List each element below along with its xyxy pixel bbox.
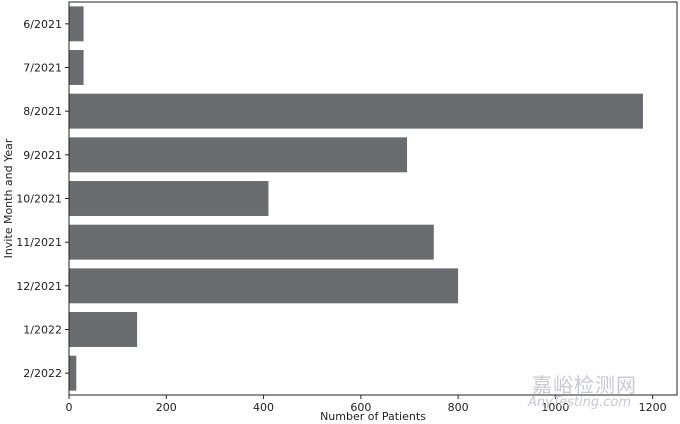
y-tick-label: 6/2021 [23, 18, 62, 31]
bar-12-2021 [69, 268, 459, 304]
y-ticks-group: 6/2021 7/2021 8/2021 9/2021 10/2021 11/2021 12… [16, 18, 69, 380]
y-tick-label: 8/2021 [23, 105, 62, 118]
y-tick-label: 1/2022 [23, 324, 62, 337]
bar-7-2021 [69, 50, 84, 85]
x-tick-label: 0 [66, 401, 73, 414]
y-tick-label: 9/2021 [23, 149, 62, 162]
x-tick-label: 600 [350, 401, 371, 414]
watermark-text-en: AnyTesting.com [528, 395, 632, 410]
x-tick-label: 1200 [639, 401, 667, 414]
bar-10-2021 [69, 181, 269, 216]
y-axis-label: Invite Month and Year [2, 138, 15, 258]
x-tick-label: 800 [448, 401, 469, 414]
bar-1-2022 [69, 312, 138, 347]
bar-11-2021 [69, 224, 434, 260]
bar-9-2021 [69, 137, 408, 173]
y-tick-label: 10/2021 [16, 193, 62, 206]
bar-6-2021 [69, 6, 84, 42]
x-axis-label: Number of Patients [320, 410, 426, 423]
y-tick-label: 12/2021 [16, 280, 62, 293]
y-tick-label: 2/2022 [23, 367, 62, 380]
x-tick-label: 200 [156, 401, 177, 414]
bar-8-2021 [69, 93, 643, 129]
y-tick-label: 7/2021 [23, 62, 62, 75]
bar-2-2022 [69, 355, 77, 391]
y-tick-label: 11/2021 [16, 236, 62, 249]
bars-group [69, 6, 643, 391]
watermark-text-cn: 嘉峪检测网 [532, 373, 637, 397]
x-ticks-group: 0 200 400 600 800 1000 1200 [66, 395, 667, 414]
x-tick-label: 1000 [541, 401, 569, 414]
plot-frame [68, 1, 678, 396]
x-tick-label: 400 [253, 401, 274, 414]
